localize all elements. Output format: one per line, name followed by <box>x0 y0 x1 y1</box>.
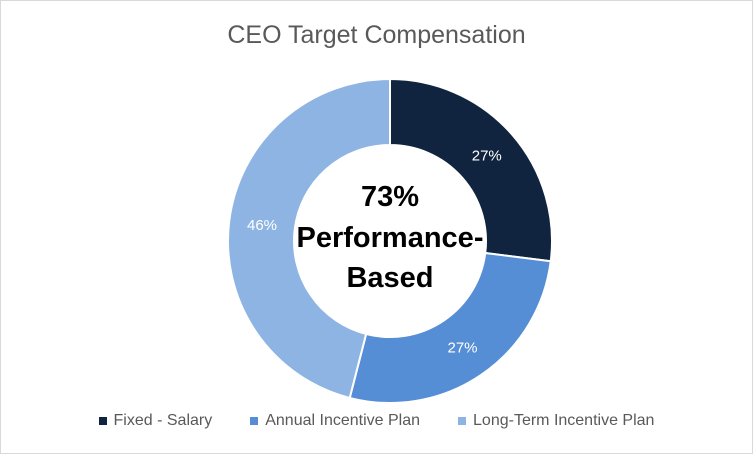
donut-slice-2 <box>348 251 552 404</box>
slice-labels: 27% 27% 46% <box>247 148 502 357</box>
slice-label-1: 27% <box>472 148 502 165</box>
donut-slice-3 <box>227 77 391 400</box>
legend-label: Fixed - Salary <box>113 412 213 429</box>
legend-label: Long-Term Incentive Plan <box>473 412 655 429</box>
center-label-text-2: Based <box>346 262 433 294</box>
legend-item-3: Long-Term Incentive Plan <box>458 412 654 430</box>
donut-slices <box>227 77 553 404</box>
legend-label: Annual Incentive Plan <box>265 412 421 429</box>
slice-label-2: 27% <box>447 340 477 357</box>
legend-swatch <box>458 417 467 425</box>
center-label-percent: 73% <box>361 181 419 213</box>
legend-swatch <box>250 417 259 425</box>
legend-item-2: Annual Incentive Plan <box>250 412 420 430</box>
slice-label-3: 46% <box>247 217 277 234</box>
donut-slice-1 <box>389 77 553 263</box>
legend: Fixed - Salary Annual Incentive Plan Long-… <box>1 412 752 430</box>
legend-item-1: Fixed - Salary <box>98 412 213 430</box>
center-label-text: Performance- <box>297 222 484 254</box>
legend-swatch <box>98 417 107 425</box>
chart-title: CEO Target Compensation <box>227 21 526 49</box>
